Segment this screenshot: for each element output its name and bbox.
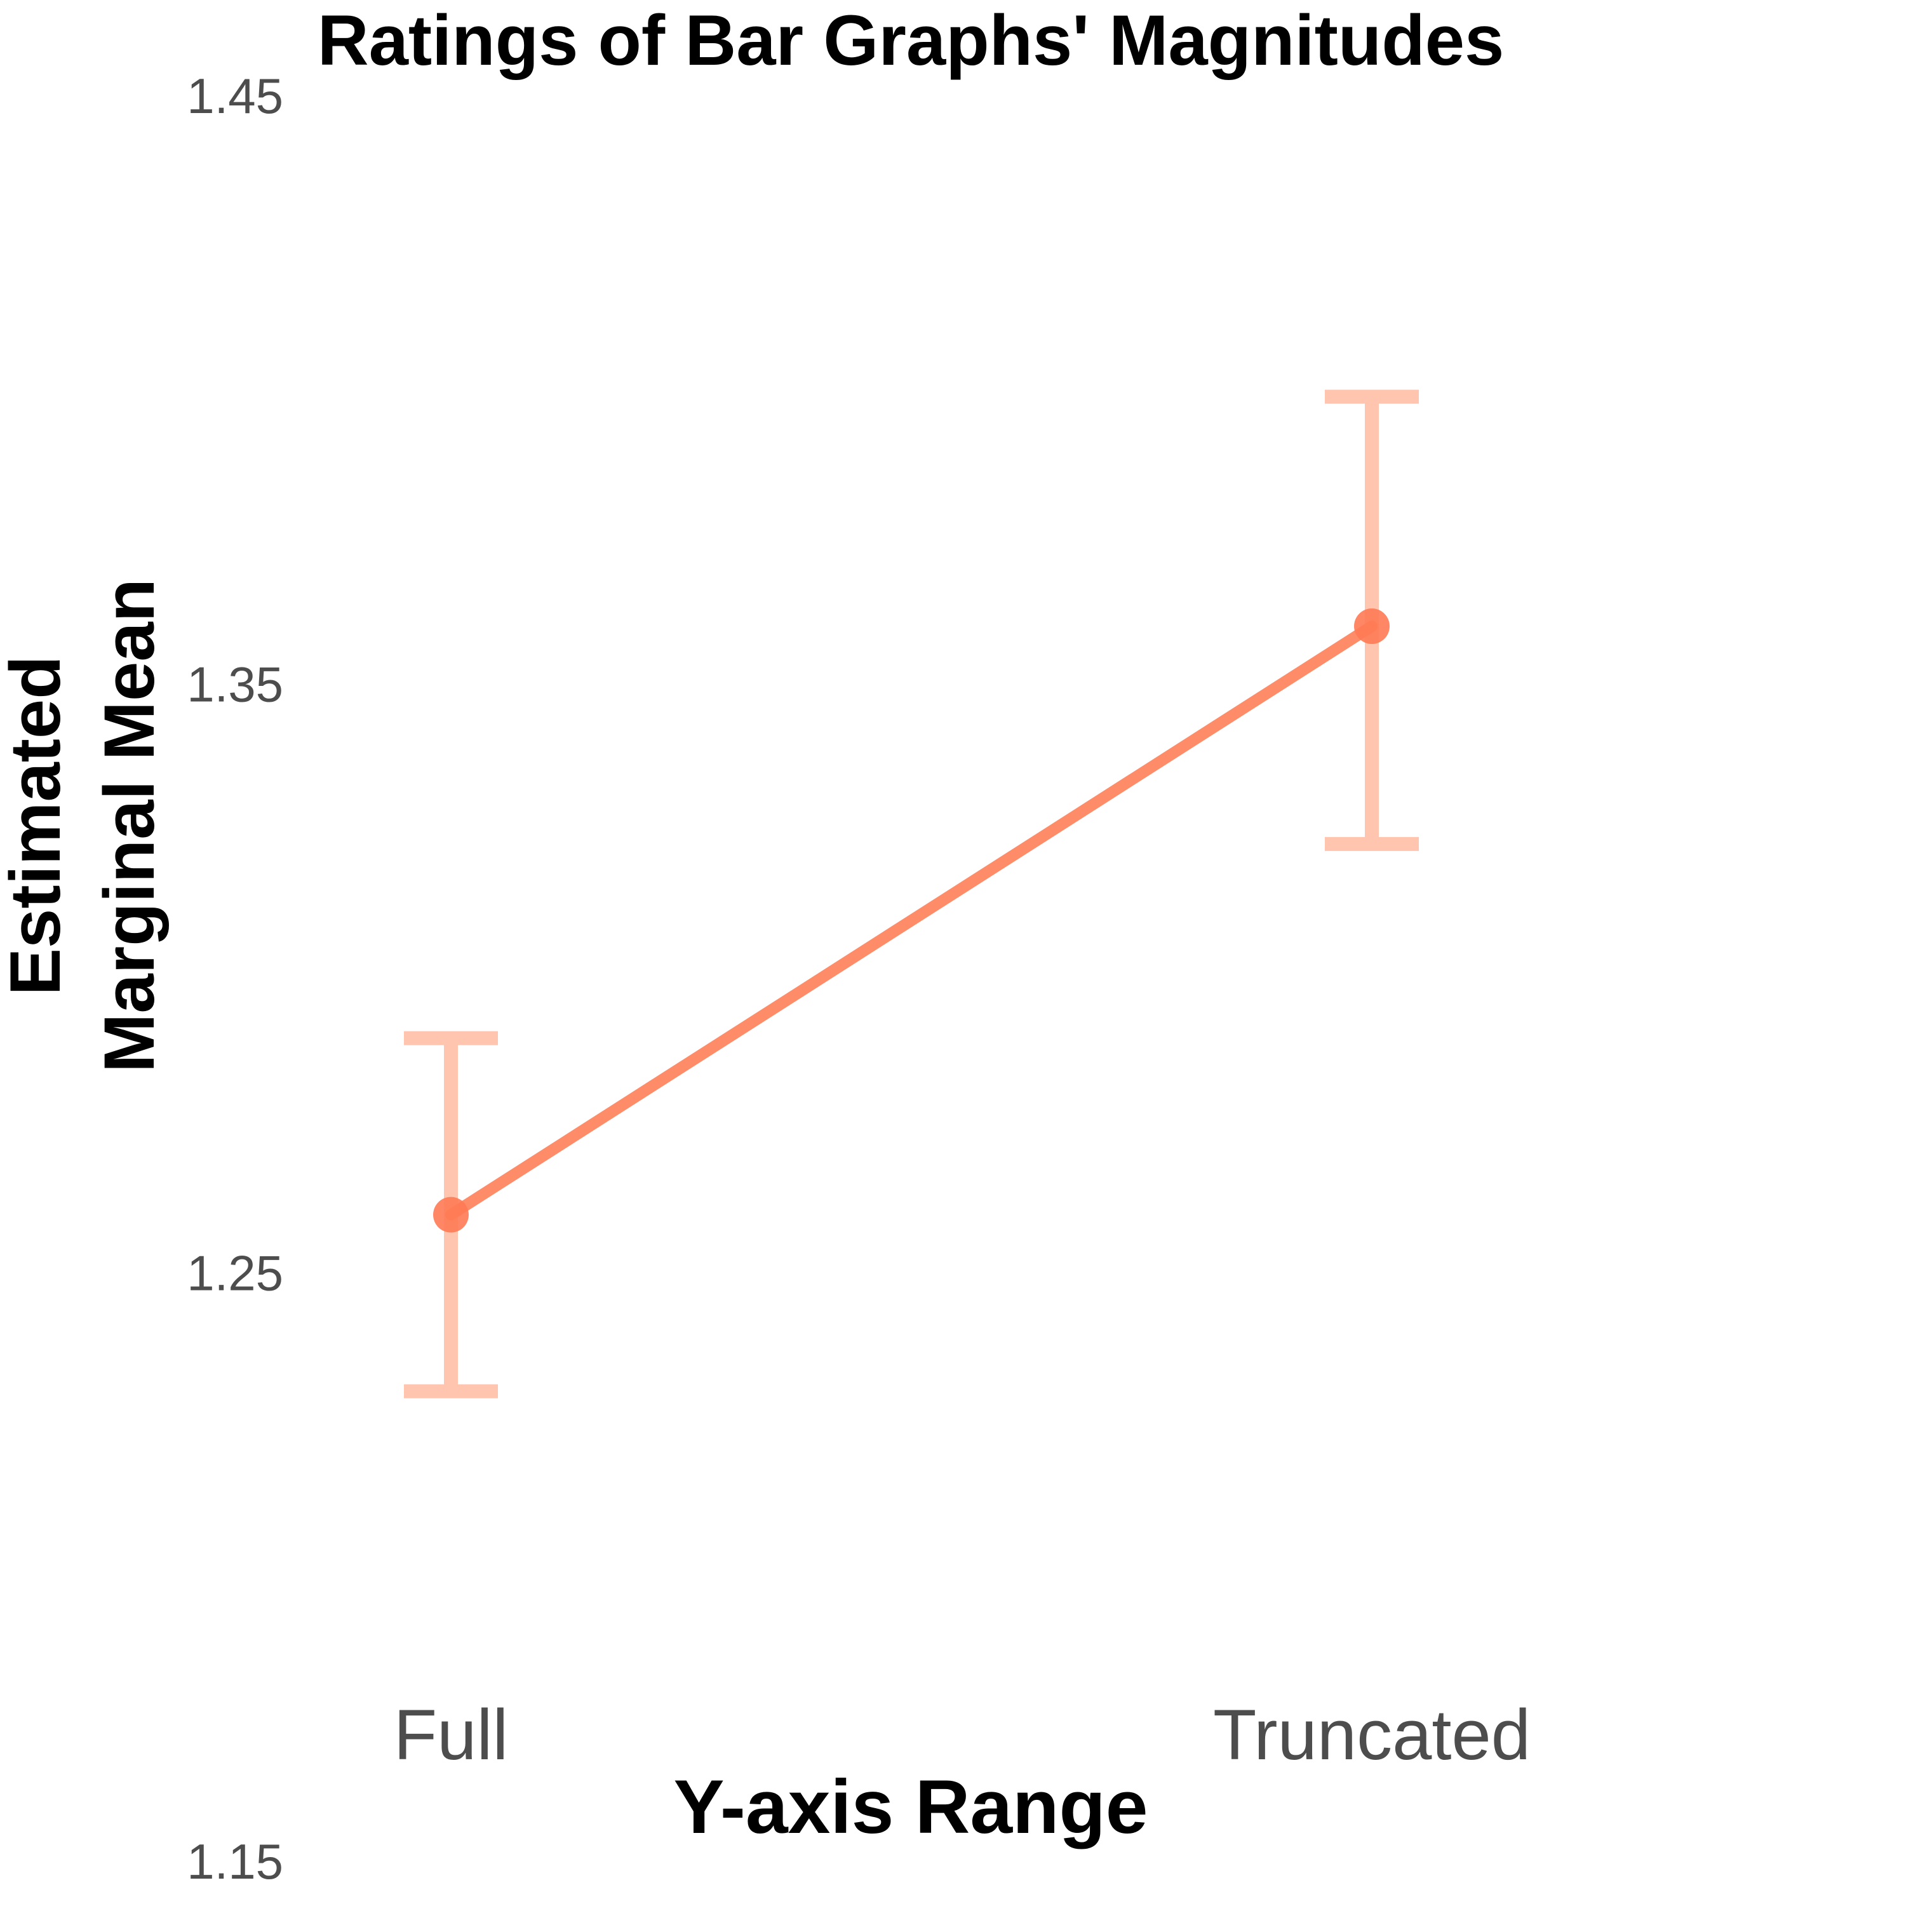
x-tick-label: Truncated: [1213, 1695, 1531, 1774]
x-tick-label: Full: [394, 1695, 508, 1774]
y-tick-label: 1.45: [187, 68, 283, 124]
y-axis-ticks: 1.15 1.25 1.35 1.45: [187, 68, 283, 1889]
y-tick-label: 1.15: [187, 1834, 283, 1889]
x-axis-title: Y-axis Range: [673, 1764, 1148, 1849]
data-point: [433, 1197, 469, 1233]
y-axis-title-line-2: Marginal Mean: [90, 579, 169, 1073]
y-tick-label: 1.25: [187, 1245, 283, 1301]
x-axis-ticks: Full Truncated: [394, 1695, 1531, 1774]
plot-area: [404, 397, 1419, 1392]
chart-title: Ratings of Bar Graphs' Magnitudes: [318, 1, 1505, 80]
series-line: [451, 626, 1372, 1215]
y-tick-label: 1.35: [187, 657, 283, 713]
data-point: [1354, 608, 1390, 644]
y-axis-title-line-1: Estimated: [0, 655, 75, 995]
